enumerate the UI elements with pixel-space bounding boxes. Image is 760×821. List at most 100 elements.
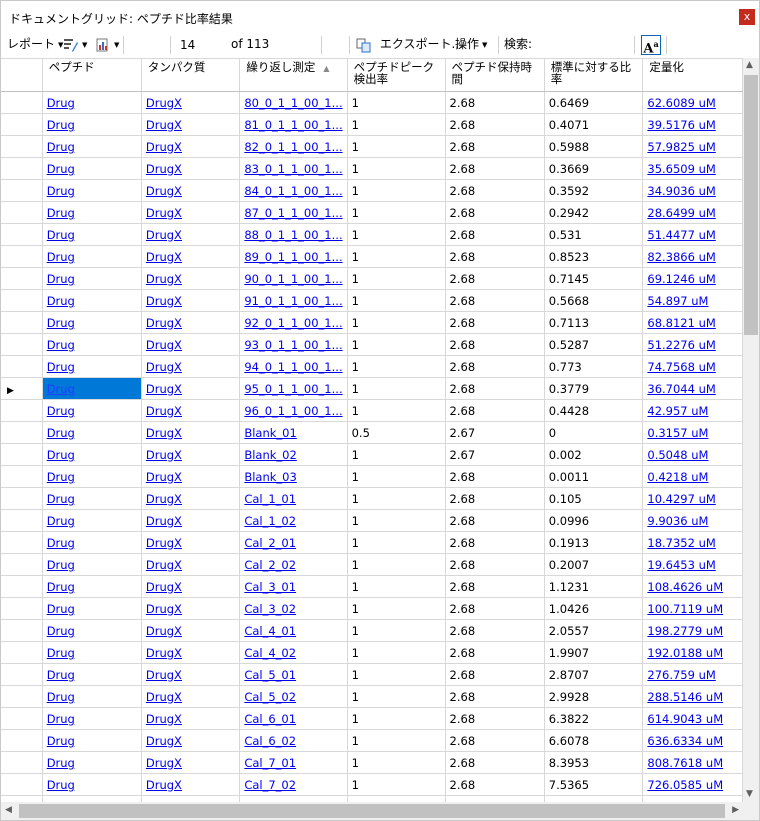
table-cell[interactable]: 1 — [347, 311, 446, 334]
table-cell[interactable]: DrugX — [141, 245, 241, 268]
table-cell[interactable]: Drug — [42, 113, 142, 136]
table-cell[interactable]: 2.68 — [445, 113, 545, 136]
table-cell[interactable]: 198.2779 uM — [642, 619, 743, 642]
cell-link[interactable]: DrugX — [145, 667, 182, 682]
table-cell[interactable]: 0.3157 uM — [642, 421, 743, 444]
cell-link[interactable]: DrugX — [145, 117, 182, 132]
table-cell[interactable]: 0.2007 — [544, 553, 644, 576]
table-cell[interactable]: #N/A — [544, 795, 644, 803]
table-cell[interactable]: DrugX — [141, 773, 241, 796]
table-cell[interactable]: 1.0426 — [544, 597, 644, 620]
table-cell[interactable]: 2.68 — [445, 135, 545, 158]
cell-link[interactable]: 10.4297 uM — [647, 491, 716, 506]
row-header[interactable] — [1, 91, 43, 114]
table-cell[interactable]: 93_0_1_1_00_1... — [239, 333, 348, 356]
table-cell[interactable]: 95_0_1_1_00_1... — [239, 377, 348, 400]
table-cell[interactable]: Drug — [42, 619, 142, 642]
table-cell[interactable]: 1 — [347, 443, 446, 466]
table-cell[interactable]: DrugX — [141, 751, 241, 774]
table-cell[interactable]: 1.1231 — [544, 575, 644, 598]
row-header[interactable] — [1, 531, 43, 554]
table-cell[interactable]: 2.9928 — [544, 685, 644, 708]
table-cell[interactable]: Cal_6_01 — [239, 707, 348, 730]
table-cell[interactable]: 0.8523 — [544, 245, 644, 268]
cell-link[interactable]: 0.4218 uM — [647, 469, 709, 484]
table-cell[interactable]: 0.5 — [347, 421, 446, 444]
cell-link[interactable]: Blank_01 — [244, 425, 297, 440]
table-cell[interactable]: Drug — [42, 157, 142, 180]
cell-link[interactable]: 91_0_1_1_00_1... — [244, 293, 343, 308]
table-cell[interactable]: 96_0_1_1_00_1... — [239, 399, 348, 422]
cell-link[interactable]: 57.9825 uM — [647, 139, 716, 154]
table-cell[interactable]: 80_0_1_1_00_1... — [239, 91, 348, 114]
table-cell[interactable]: 57.9825 uM — [642, 135, 743, 158]
cell-link[interactable]: Cal_3_02 — [244, 601, 297, 616]
cell-link[interactable]: 288.5146 uM — [647, 689, 724, 704]
table-cell[interactable]: Drug — [42, 135, 142, 158]
table-cell[interactable]: DrugX — [141, 795, 241, 803]
table-cell[interactable]: 2.68 — [445, 223, 545, 246]
cell-link[interactable]: 35.6509 uM — [647, 161, 716, 176]
cell-link[interactable]: Drug — [46, 513, 75, 528]
table-cell[interactable]: 2.68 — [445, 751, 545, 774]
cell-link[interactable]: 81_0_1_1_00_1... — [244, 117, 343, 132]
row-header[interactable] — [1, 399, 43, 422]
cell-link[interactable]: DrugX — [145, 337, 182, 352]
table-cell[interactable]: 614.9043 uM — [642, 707, 743, 730]
table-cell[interactable]: 2.68 — [445, 201, 545, 224]
row-header[interactable] — [1, 333, 43, 356]
table-cell[interactable]: Drug — [42, 201, 142, 224]
table-row[interactable]: Drug DrugX 88_0_1_1_00_1... 1 2.68 0.531 51.44… — [1, 223, 743, 246]
table-cell[interactable]: 1 — [347, 641, 446, 664]
table-row[interactable]: Drug DrugX Cal_1_02 1 2.68 0.0996 9.9036 uM — [1, 509, 743, 532]
table-cell[interactable]: DrugX — [141, 597, 241, 620]
cell-link[interactable]: Drug — [46, 447, 75, 462]
close-button[interactable]: x — [739, 9, 755, 25]
table-cell[interactable]: 1 — [347, 729, 446, 752]
cell-link[interactable]: DrugX — [145, 227, 182, 242]
table-cell[interactable]: 0.7145 — [544, 267, 644, 290]
cell-link[interactable]: 192.0188 uM — [647, 645, 724, 660]
cell-link[interactable]: Cal_6_01 — [244, 711, 297, 726]
cell-link[interactable]: 68.8121 uM — [647, 315, 716, 330]
cell-link[interactable]: Double Blank_1 — [244, 800, 334, 804]
table-cell[interactable]: DrugX — [141, 157, 241, 180]
table-cell[interactable]: 2.0557 — [544, 619, 644, 642]
cell-link[interactable]: Drug — [46, 579, 75, 594]
table-cell[interactable]: DrugX — [141, 113, 241, 136]
table-cell[interactable]: Double Blank_1 — [239, 795, 348, 804]
table-cell[interactable]: 1.9907 — [544, 641, 644, 664]
table-cell[interactable]: Drug — [42, 487, 142, 510]
table-row[interactable]: Drug DrugX 82_0_1_1_00_1... 1 2.68 0.5988 57.9… — [1, 135, 743, 158]
cell-link[interactable]: Cal_5_01 — [244, 667, 297, 682]
table-cell[interactable]: 1 — [347, 113, 446, 136]
table-row[interactable]: Drug DrugX Blank_01 0.5 2.67 0 0.3157 uM — [1, 421, 743, 444]
table-cell[interactable]: 0.105 — [544, 487, 644, 510]
table-cell[interactable]: Cal_5_01 — [239, 663, 348, 686]
cell-link[interactable]: 726.0585 uM — [647, 777, 724, 792]
table-row[interactable]: Drug DrugX Cal_6_02 1 2.68 6.6078 636.6334 uM — [1, 729, 743, 752]
table-row[interactable]: Drug DrugX Cal_4_02 1 2.68 1.9907 192.0188 uM — [1, 641, 743, 664]
table-cell[interactable]: DrugX — [141, 729, 241, 752]
table-cell[interactable]: 726.0585 uM — [642, 773, 743, 796]
cell-link[interactable]: 96_0_1_1_00_1... — [244, 403, 343, 418]
table-cell[interactable]: DrugX — [141, 267, 241, 290]
table-cell[interactable]: DrugX — [141, 135, 241, 158]
cell-link[interactable]: 69.1246 uM — [647, 271, 716, 286]
cell-link[interactable]: Drug — [46, 293, 75, 308]
cell-link[interactable]: Drug — [46, 491, 75, 506]
table-cell[interactable]: 87_0_1_1_00_1... — [239, 201, 348, 224]
cell-link[interactable]: 42.957 uM — [647, 403, 709, 418]
cell-link[interactable]: DrugX — [145, 601, 182, 616]
table-cell[interactable]: Drug — [42, 707, 142, 730]
table-cell[interactable]: Drug — [42, 773, 142, 796]
table-cell[interactable]: 2.68 — [445, 377, 545, 400]
table-row[interactable]: Drug DrugX Cal_2_01 1 2.68 0.1913 18.7352 uM — [1, 531, 743, 554]
cell-link[interactable]: 82.3866 uM — [647, 249, 716, 264]
table-cell[interactable]: Drug — [42, 685, 142, 708]
cell-link[interactable]: 62.6089 uM — [647, 95, 716, 110]
table-cell[interactable]: 1 — [347, 223, 446, 246]
table-cell[interactable]: 74.7568 uM — [642, 355, 743, 378]
table-cell[interactable]: 1 — [347, 685, 446, 708]
column-header-detection-ratio[interactable]: ペプチドピーク検出率 — [347, 59, 446, 92]
